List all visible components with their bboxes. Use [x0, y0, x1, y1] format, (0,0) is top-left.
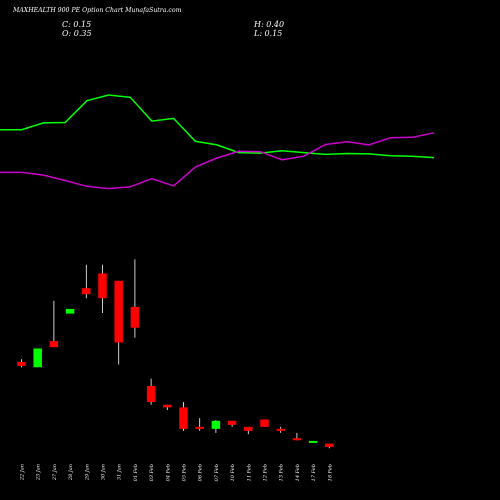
- x-tick-label: 27 Jan: [52, 464, 58, 481]
- candle-body: [130, 306, 140, 328]
- candle-body: [227, 420, 237, 425]
- x-tick-label: 30 Jan: [101, 464, 107, 480]
- candle-body: [114, 280, 123, 343]
- low-value: L: 0.15: [254, 29, 283, 38]
- x-tick-label: 28 Jan: [68, 464, 74, 481]
- candle-body: [98, 273, 107, 299]
- x-tick-label: 03 Feb: [149, 464, 155, 481]
- x-tick-label: 04 Feb: [165, 464, 171, 481]
- candle-body: [49, 341, 59, 348]
- candle-body: [179, 407, 188, 429]
- x-tick-label: 17 Feb: [311, 464, 317, 481]
- candle-body: [260, 419, 269, 427]
- x-tick-label: 18 Feb: [327, 464, 333, 481]
- x-tick-label: 10 Feb: [230, 464, 236, 481]
- x-tick-label: 22 Jan: [20, 464, 26, 481]
- candle-body: [163, 404, 172, 408]
- candle-body: [244, 426, 253, 431]
- x-tick-label: 14 Feb: [295, 464, 301, 481]
- x-tick-label: 06 Feb: [198, 464, 204, 481]
- x-tick-label: 07 Feb: [214, 464, 220, 481]
- candle-body: [211, 420, 221, 429]
- candle-body: [276, 428, 285, 431]
- x-tick-label: 11 Feb: [246, 464, 252, 481]
- x-tick-label: 05 Feb: [182, 464, 188, 481]
- x-tick-label: 31 Jan: [117, 464, 123, 480]
- candle-body: [195, 426, 204, 429]
- close-value: C: 0.15: [62, 20, 92, 29]
- candle-body: [146, 385, 156, 403]
- x-tick-label: 12 Feb: [263, 464, 269, 481]
- candle-body: [33, 348, 42, 368]
- x-tick-label: 13 Feb: [279, 464, 285, 481]
- indicator-line-1: [0, 94, 435, 159]
- high-value: H: 0.40: [254, 20, 285, 29]
- candle-body: [292, 438, 302, 441]
- chart-title: MAXHEALTH 900 PE Option Chart MunafaSutr…: [13, 7, 182, 14]
- candle-body: [308, 440, 318, 443]
- candle-body: [65, 308, 75, 314]
- x-tick-label: 01 Feb: [133, 464, 139, 481]
- x-tick-label: 29 Jan: [84, 464, 90, 481]
- candle-body: [325, 443, 334, 447]
- candle-body: [17, 361, 26, 366]
- x-tick-label: 23 Jan: [36, 464, 42, 481]
- open-value: O: 0.35: [62, 29, 92, 38]
- indicator-line-2: [0, 132, 435, 190]
- candle-body: [82, 288, 91, 295]
